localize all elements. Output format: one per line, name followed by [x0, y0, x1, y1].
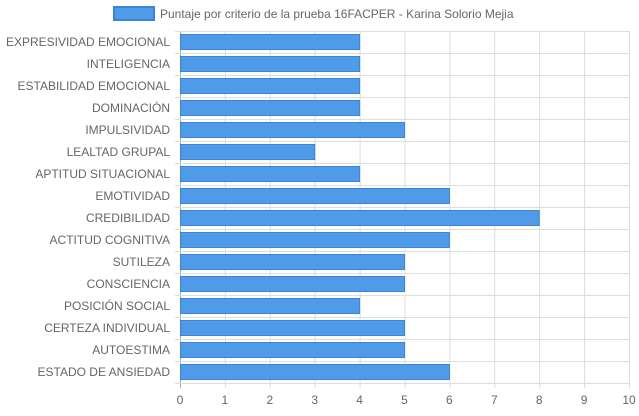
category-label: CREDIBILIDAD: [86, 211, 170, 225]
bar[interactable]: [180, 78, 361, 94]
bar[interactable]: [180, 210, 540, 226]
bar[interactable]: [180, 166, 361, 182]
bar[interactable]: [180, 320, 405, 336]
category-label: ESTADO DE ANSIEDAD: [38, 365, 171, 379]
category-label: IMPULSIVIDAD: [85, 123, 170, 137]
bar[interactable]: [180, 364, 450, 380]
x-tick-label: 5: [401, 393, 408, 407]
x-tick-label: 0: [177, 393, 184, 407]
legend-label: Puntaje por criterio de la prueba 16FACP…: [160, 7, 514, 21]
bar[interactable]: [180, 342, 405, 358]
bar[interactable]: [180, 56, 361, 72]
category-label: SUTILEZA: [113, 255, 170, 269]
x-axis-tick-labels: 0 1 2 3 4 5 6 7 8 9 10: [177, 393, 636, 407]
bar[interactable]: [180, 254, 405, 270]
category-labels: EXPRESIVIDAD EMOCIONAL INTELIGENCIA ESTABI…: [6, 35, 170, 379]
category-label: ESTABILIDAD EMOCIONAL: [18, 79, 171, 93]
category-label: CERTEZA INDIVIDUAL: [44, 321, 170, 335]
category-label: EMOTIVIDAD: [95, 189, 170, 203]
x-tick-label: 2: [266, 393, 273, 407]
category-label: APTITUD SITUACIONAL: [35, 167, 170, 181]
bar[interactable]: [180, 188, 450, 204]
bar[interactable]: [180, 122, 405, 138]
x-tick-label: 10: [622, 393, 636, 407]
x-tick-label: 7: [491, 393, 498, 407]
category-label: DOMINACIÓN: [92, 100, 170, 115]
legend[interactable]: Puntaje por criterio de la prueba 16FACP…: [113, 6, 514, 21]
bar[interactable]: [180, 100, 361, 116]
bars: [180, 34, 540, 380]
x-tick-label: 3: [311, 393, 318, 407]
category-label: INTELIGENCIA: [87, 57, 170, 71]
x-tick-label: 6: [446, 393, 453, 407]
category-label: CONSCIENCIA: [87, 277, 170, 291]
legend-swatch: [113, 6, 155, 21]
category-label: POSICIÓN SOCIAL: [64, 298, 170, 313]
x-tick-label: 1: [222, 393, 229, 407]
category-label: LEALTAD GRUPAL: [67, 145, 171, 159]
x-tick-label: 4: [356, 393, 363, 407]
bar[interactable]: [180, 144, 316, 160]
grid: [175, 31, 630, 388]
category-label: ACTITUD COGNITIVA: [50, 233, 170, 247]
category-label: EXPRESIVIDAD EMOCIONAL: [6, 35, 170, 49]
category-label: AUTOESTIMA: [92, 343, 170, 357]
bar[interactable]: [180, 232, 450, 248]
x-tick-label: 9: [581, 393, 588, 407]
x-tick-label: 8: [536, 393, 543, 407]
bar[interactable]: [180, 34, 361, 50]
bar[interactable]: [180, 298, 361, 314]
bar[interactable]: [180, 276, 405, 292]
